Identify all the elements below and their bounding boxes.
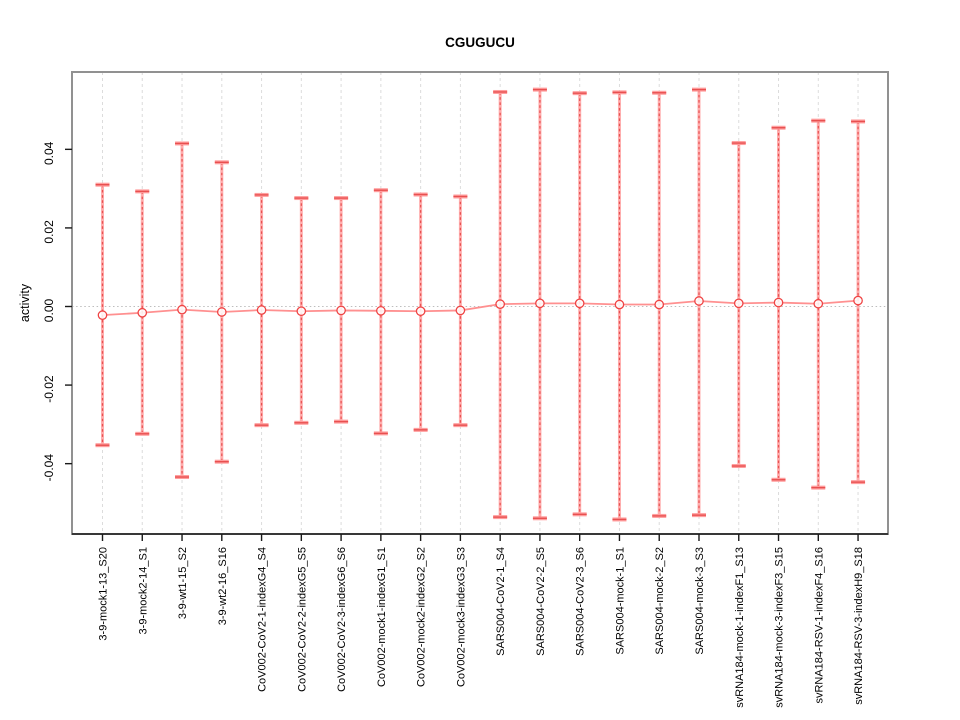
mean-point (415, 306, 426, 317)
mean-point (256, 305, 267, 315)
y-tick-label: 0.02 (42, 220, 56, 244)
mean-point (853, 295, 863, 306)
mean-point (495, 299, 506, 309)
x-tick-label: SARS004-mock-2_S2 (654, 547, 666, 655)
x-tick-label: SARS004-CoV2-2_S5 (535, 547, 547, 656)
x-tick-label: CoV002-mock2-indexG2_S2 (416, 547, 428, 687)
x-tick-label: CoV002-mock3-indexG3_S3 (455, 547, 467, 687)
x-tick-label: SARS004-CoV2-1_S4 (495, 547, 507, 656)
y-axis-label: activity (18, 283, 32, 322)
y-tick-label: 0.04 (42, 141, 56, 165)
x-tick-label: SARS004-mock-1_S1 (614, 547, 626, 655)
mean-point (813, 298, 824, 309)
mean-point (336, 305, 346, 316)
x-tick-label: CoV002-mock1-indexG1_S1 (376, 547, 388, 687)
mean-point (614, 299, 625, 310)
x-tick-label: CoV002-CoV2-1-indexG4_S4 (257, 547, 269, 692)
y-tick-label: -0.02 (42, 375, 56, 403)
mean-point (455, 305, 466, 316)
x-tick-label: CoV002-CoV2-3-indexG6_S6 (336, 547, 348, 692)
mean-point (216, 307, 227, 317)
x-tick-label: CoV002-CoV2-2-indexG5_S5 (296, 547, 308, 692)
mean-point (773, 297, 784, 308)
mean-point (694, 296, 704, 306)
x-tick-label: 3-9-mock1-13_S20 (98, 547, 110, 641)
mean-point (97, 310, 108, 320)
y-tick-label: 0.00 (42, 298, 56, 322)
mean-point (574, 298, 585, 309)
x-tick-label: svRNA184-mock-3-indexF3_S15 (774, 547, 786, 708)
x-tick-label: SARS004-CoV2-3_S6 (575, 547, 587, 656)
x-tick-label: 3-9-mock2-14_S1 (137, 547, 149, 634)
x-tick-label: svRNA184-RSV-1-indexF4_S16 (813, 547, 825, 704)
mean-point (296, 306, 307, 317)
x-tick-label: svRNA184-mock-1-indexF1_S13 (734, 547, 746, 708)
y-tick-label: -0.04 (42, 454, 56, 482)
mean-point (376, 305, 386, 316)
mean-point (137, 307, 148, 318)
x-tick-label: 3-9-wt1-15_S2 (177, 547, 189, 619)
mean-point (535, 298, 545, 309)
mean-point (733, 298, 744, 309)
x-tick-label: SARS004-mock-3_S3 (694, 547, 706, 655)
x-tick-label: 3-9-wt2-16_S16 (217, 547, 229, 625)
mean-connect-line (102, 299, 859, 317)
chart-title: CGUGUCU (445, 35, 515, 50)
mean-point (654, 299, 665, 310)
x-tick-label: svRNA184-RSV-3-indexH9_S18 (853, 547, 865, 705)
mean-point (177, 304, 187, 315)
